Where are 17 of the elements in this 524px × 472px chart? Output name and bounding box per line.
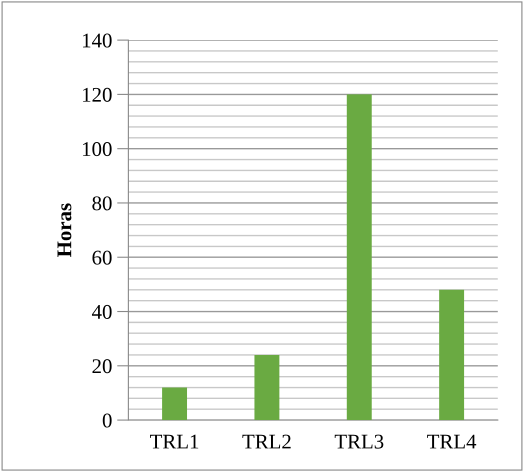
bar (162, 388, 188, 420)
y-tick-label: 40 (92, 304, 112, 319)
x-tick-label: TRL3 (334, 434, 384, 449)
bar (439, 290, 464, 420)
x-tick-label: TRL1 (150, 434, 198, 448)
y-tick-label: 0 (102, 413, 112, 428)
bar (346, 94, 372, 420)
y-tick-label: 100 (82, 142, 112, 156)
bar (254, 354, 280, 420)
x-tick-label: TRL4 (427, 434, 476, 448)
y-tick-label: 120 (82, 88, 112, 102)
y-tick-label: 140 (82, 33, 112, 48)
x-tick-label: TRL2 (242, 434, 291, 448)
y-tick-label: 60 (92, 250, 112, 265)
y-tick-label: 20 (92, 359, 112, 374)
y-tick-label: 80 (92, 196, 112, 210)
y-axis-title: Horas (58, 203, 72, 257)
